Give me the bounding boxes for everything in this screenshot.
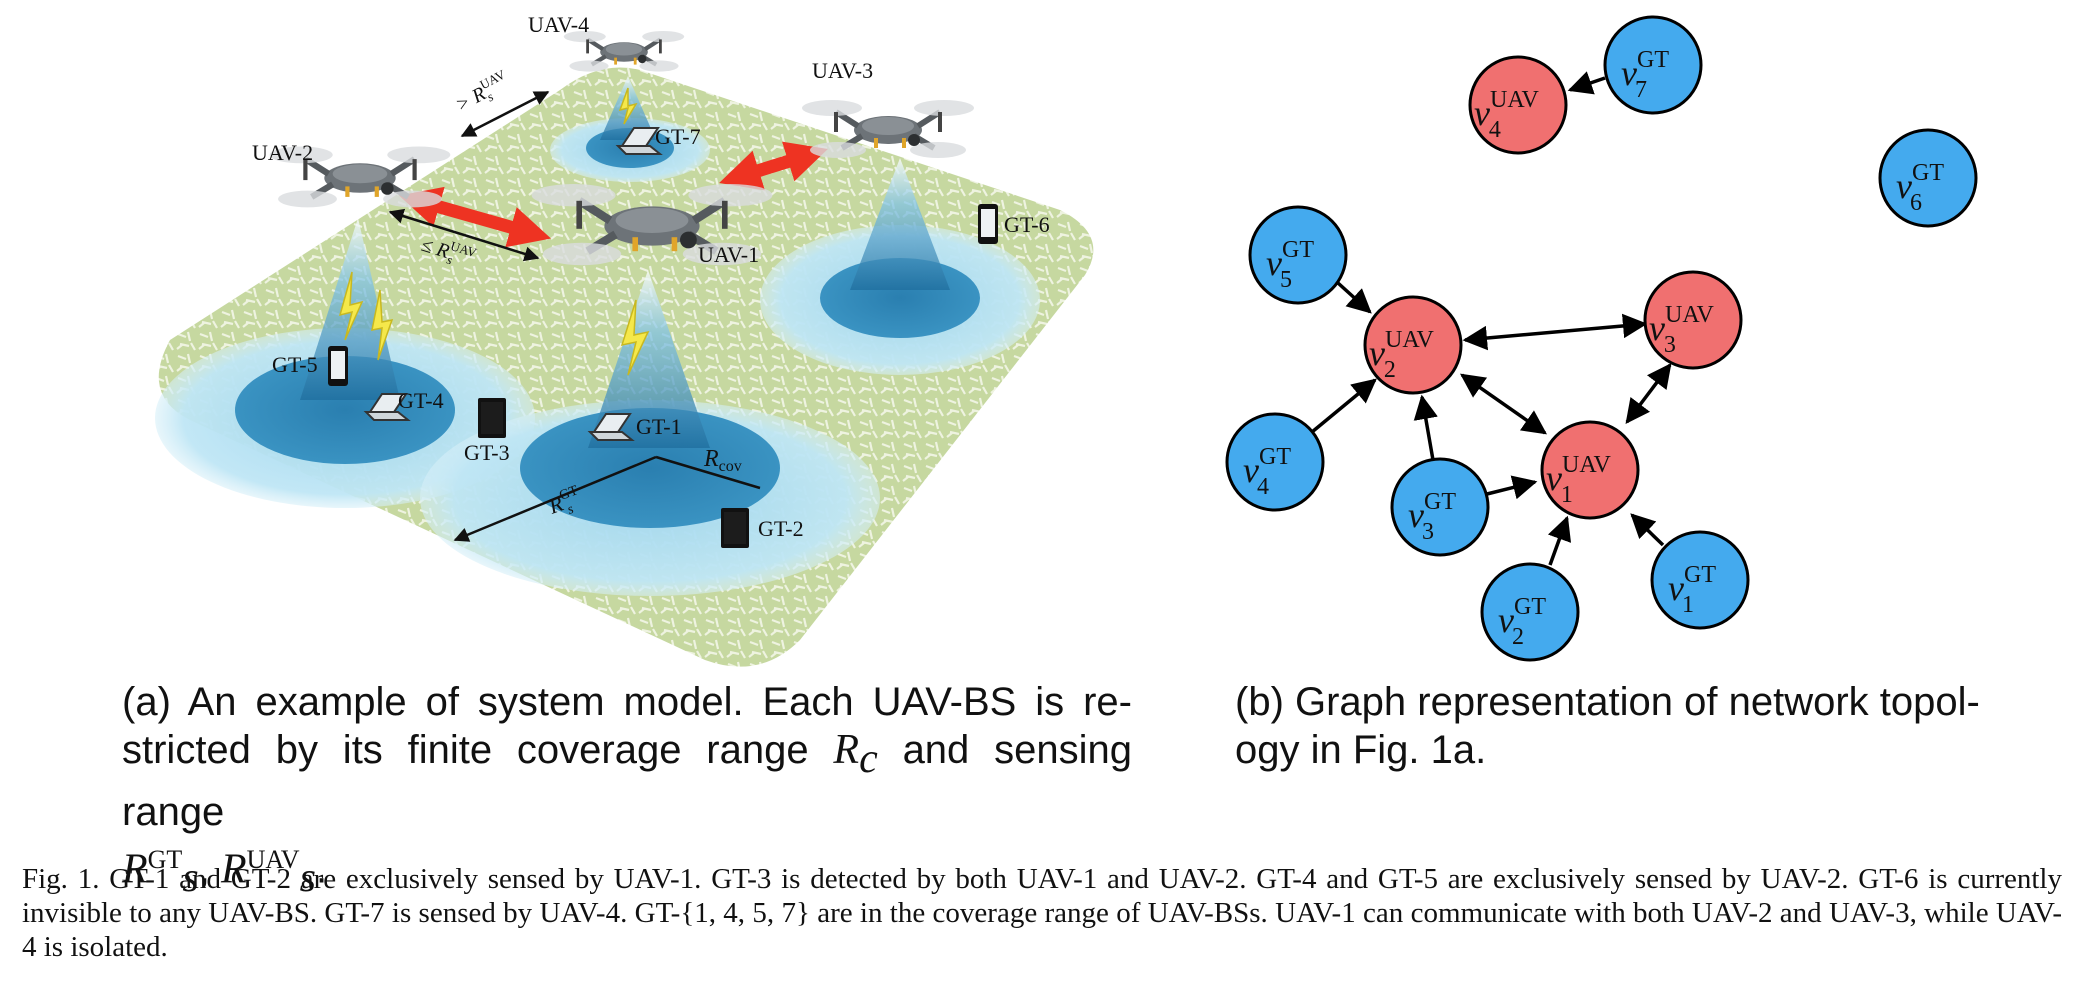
subcaption-a-r2: R [220,846,247,893]
coverage-uav1-inner [520,408,780,528]
node-label-gt5: vGT 5 [1266,237,1314,293]
link-uav1-uav3 [719,141,828,191]
label-gt3: GT-3 [464,440,510,465]
range-cov-marker [655,455,761,490]
node-label-gt7: vGT 7 [1621,47,1669,103]
device-gt5-phone [328,346,348,386]
subcaption-a-r2-sup: UAV [246,845,300,874]
subcaption-a-middle: and sensing range [122,728,1132,834]
lightning-icon [338,271,364,341]
edge-uav2-uav3 [1462,313,1648,351]
subcaption-a-rc-sub: c [859,736,878,782]
node-gt7 [1603,15,1703,115]
range-uav-gt-marker [460,90,550,138]
label-uav2: UAV-2 [252,140,313,165]
node-gt6 [1878,128,1978,228]
label-uav1: UAV-1 [698,242,759,267]
lightning-bolts [338,87,650,376]
subcaption-a-sep: , [198,847,210,892]
node-gt2 [1480,562,1580,662]
range-gt-marker [453,455,657,542]
edge-gt2-uav1 [1547,515,1572,566]
node-gt1 [1650,530,1750,630]
node-label-gt6: vGT 6 [1896,160,1944,216]
label-uav4: UAV-4 [528,12,589,37]
drone-uav3 [802,100,974,158]
node-label-uav1: vUAV 1 [1546,452,1612,508]
device-gt6-phone [978,204,998,244]
beam-uav3 [850,158,950,290]
edge-gt4-uav2 [1310,378,1377,434]
label-r-gt: RGTs [544,483,586,524]
device-gt2-tablet [721,508,749,548]
beam-uav1 [588,270,710,448]
panel-a-system-model: UAV-1 UAV-2 UAV-3 UAV-4 GT-1 GT-2 GT-3 G… [155,12,1094,667]
node-label-uav2: vUAV 2 [1369,327,1435,383]
subcaption-a-r2-sub: s [299,855,316,902]
lightning-icon [618,87,638,125]
graph-nodes [1225,15,1978,662]
label-uav3: UAV-3 [812,58,873,83]
edge-uav2-uav1 [1459,373,1548,435]
subcaption-b: (b) Graph representation of network topo… [1235,680,1980,772]
figure-caption: Fig. 1. GT-1 and GT-2 are exclusively se… [22,863,2062,963]
edge-gt3-uav2 [1413,394,1438,461]
drone-uav4 [564,31,684,72]
node-gt4 [1225,412,1325,512]
panel-b-graph: vUAV 1 vUAV 2 vUAV 3 vUAV 4 vGT 1 vGT 2 vGT 3 v… [1225,15,1978,662]
node-uav1 [1540,420,1640,520]
edge-gt1-uav1 [1630,513,1665,547]
subcaption-a-prefix: (a) An example of system model. Each UAV… [122,680,1132,772]
label-gt5: GT-5 [272,352,318,377]
label-gt7: GT-7 [655,124,701,149]
node-uav3 [1643,270,1743,370]
subcaption-a-r1-sup: GT [147,845,183,874]
lightning-icon [371,289,394,361]
node-uav4 [1468,55,1568,155]
label-r-uav-gt: > RUAVs [450,66,515,119]
label-gt1: GT-1 [636,414,682,439]
label-gt2: GT-2 [758,516,804,541]
subcaption-a-rc: R [833,727,860,773]
label-gt4: GT-4 [398,388,444,413]
device-gt3-tablet [478,398,506,438]
node-label-gt1: vGT 1 [1668,562,1716,618]
edge-uav3-uav1 [1625,363,1672,424]
subcaption-a-r1-sub: s [182,855,199,902]
node-label-gt3: vGT 3 [1408,489,1456,545]
range-uav-le-marker [388,208,540,262]
node-label-uav3: vUAV 3 [1649,302,1715,358]
label-r-cov: Rcov [703,446,742,475]
node-uav2 [1363,295,1463,395]
node-gt3 [1390,457,1490,557]
edge-gt3-uav1 [1486,475,1538,500]
lightning-icon [620,299,650,376]
subcaption-a: (a) An example of system model. Each UAV… [122,678,1132,907]
subcaption-a-end: . [315,847,328,892]
node-label-uav4: vUAV 4 [1474,87,1540,143]
edge-gt7-uav4 [1567,71,1606,95]
edge-gt5-uav2 [1336,281,1372,314]
graph-node-labels: vUAV 1 vUAV 2 vUAV 3 vUAV 4 vGT 1 vGT 2 vGT 3 v… [1243,47,1944,650]
graph-edges [1310,71,1672,566]
label-gt6: GT-6 [1004,212,1050,237]
subcaption-a-r1: R [122,846,148,893]
coverage-uav2-inner [235,356,455,464]
node-label-gt2: vGT 2 [1498,594,1546,650]
node-gt5 [1248,205,1348,305]
node-label-gt4: vGT 4 [1243,444,1291,500]
